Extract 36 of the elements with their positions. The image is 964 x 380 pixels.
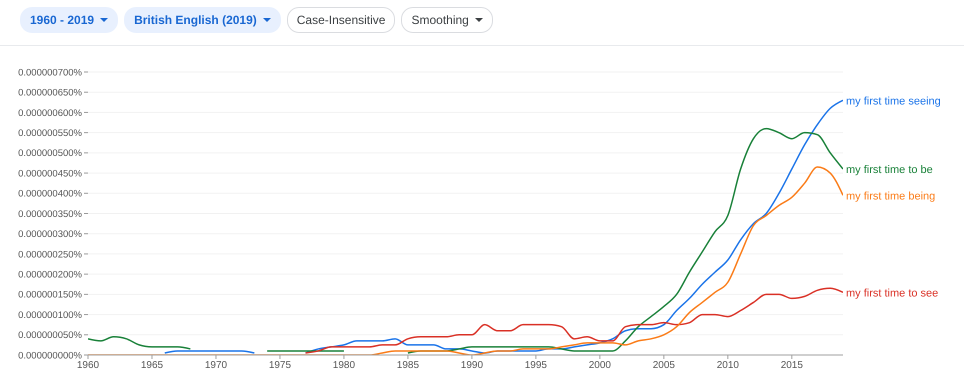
x-tick-label: 1965	[140, 360, 164, 372]
x-tick-label: 1975	[268, 360, 292, 372]
y-tick-label: 0.000000450%	[18, 168, 83, 180]
x-tick-label: 2005	[652, 360, 676, 372]
x-tick-label: 2010	[716, 360, 740, 372]
x-tick-label: 1970	[204, 360, 228, 372]
x-tick-label: 1995	[524, 360, 548, 372]
y-tick-label: 0.000000100%	[18, 310, 83, 321]
y-tick-label: 0.000000050%	[18, 330, 83, 342]
y-tick-label: 0.000000000%	[18, 350, 83, 362]
y-tick-label: 0.000000350%	[18, 208, 83, 220]
y-tick-label: 0.000000600%	[18, 108, 83, 119]
series-label: my first time being	[846, 190, 936, 202]
y-tick-label: 0.000000500%	[18, 148, 83, 160]
text: British English (2019)	[134, 13, 257, 27]
y-tick-label: 0.000000400%	[18, 188, 83, 200]
y-tick-label: 0.000000550%	[18, 128, 83, 140]
x-tick-label: 1960	[76, 360, 100, 372]
text: Smoothing	[411, 13, 469, 27]
x-tick-label: 1985	[396, 360, 420, 372]
y-tick-label: 0.000000150%	[18, 290, 83, 301]
x-tick-label: 1980	[332, 360, 356, 372]
series-label: my first time seeing	[846, 95, 941, 108]
y-tick-label: 0.000000700%	[18, 67, 83, 78]
x-tick-label: 2000	[588, 360, 612, 372]
x-tick-label: 1990	[460, 360, 484, 372]
y-tick-label: 0.000000250%	[18, 249, 83, 260]
x-tick-label: 2015	[780, 360, 804, 372]
series-label: my first time to be	[846, 164, 933, 176]
text: Case-Insensitive	[296, 13, 386, 27]
line-series	[304, 288, 843, 354]
y-tick-label: 0.000000650%	[18, 88, 83, 99]
series-label: my first time to see	[846, 287, 938, 300]
y-tick-label: 0.000000300%	[18, 229, 83, 240]
y-tick-label: 0.000000200%	[18, 270, 83, 281]
text: 1960 - 2019	[30, 13, 94, 27]
